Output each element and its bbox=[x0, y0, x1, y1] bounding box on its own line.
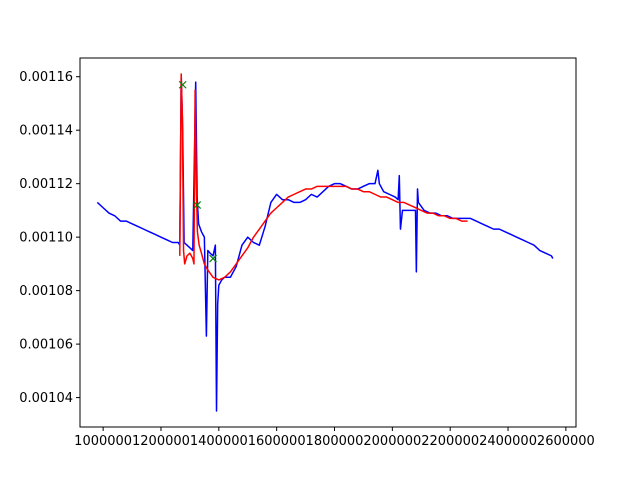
data-point-marker bbox=[209, 254, 217, 263]
data-point-marker bbox=[193, 201, 202, 209]
x-axis: 1000000 1200000 1400000 1600000 1800000 20000… bbox=[74, 427, 595, 449]
y-tick-label: 0.00106 bbox=[19, 338, 73, 353]
x-tick-label: 2000000 bbox=[363, 434, 421, 449]
series-line-1 bbox=[179, 73, 468, 281]
x-tick-label: 2400000 bbox=[479, 434, 537, 449]
x-tick-label: 2200000 bbox=[421, 434, 479, 449]
x-tick-label: 1600000 bbox=[248, 434, 306, 449]
y-tick-label: 0.00116 bbox=[19, 70, 73, 85]
y-tick-label: 0.00108 bbox=[19, 284, 73, 299]
x-tick-label: 2600000 bbox=[537, 434, 595, 449]
y-tick-label: 0.00104 bbox=[19, 391, 73, 406]
y-tick-label: 0.00110 bbox=[19, 231, 73, 246]
x-tick-label: 1400000 bbox=[190, 434, 248, 449]
x-tick-label: 1200000 bbox=[132, 434, 190, 449]
data-point-marker bbox=[178, 80, 187, 89]
series-layer bbox=[96, 73, 554, 412]
y-axis: 0.00104 0.00106 0.00108 0.00110 0.00112 0.001… bbox=[19, 70, 80, 406]
x-tick-label: 1000000 bbox=[74, 434, 132, 449]
y-tick-label: 0.00112 bbox=[19, 177, 73, 192]
plot-frame bbox=[79, 57, 577, 428]
y-tick-label: 0.00114 bbox=[19, 124, 73, 139]
x-tick-label: 1800000 bbox=[306, 434, 364, 449]
